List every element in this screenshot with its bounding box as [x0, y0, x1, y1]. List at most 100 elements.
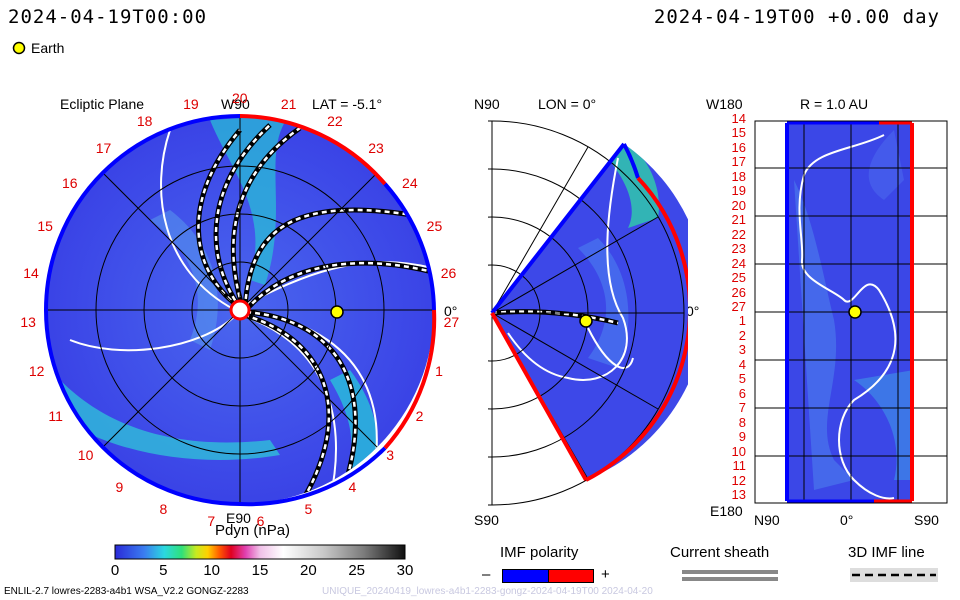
- meridional-top-left: N90: [474, 96, 500, 112]
- colorbar-tick-label: 10: [203, 562, 220, 579]
- carrington-tick-label: 5: [304, 501, 313, 518]
- colorbar-tick-label: 30: [396, 562, 414, 579]
- colorbar-tick-label: 15: [251, 562, 269, 579]
- rmap-y-tick-label: 12: [731, 472, 746, 488]
- rmap-y-tick-label: 11: [732, 458, 747, 474]
- carrington-tick-label: 7: [207, 512, 216, 529]
- footer-right: UNIQUE_20240419_lowres-a4b1-2283-gongz-2…: [322, 586, 653, 597]
- rmap-y-tick-label: 15: [731, 125, 746, 141]
- meridional-lon-label: LON = 0°: [538, 96, 597, 112]
- carrington-tick-label: 10: [77, 447, 94, 464]
- meridional-plot: [488, 118, 688, 508]
- ecliptic-lat-label: LAT = -5.1°: [312, 96, 383, 112]
- rmap-y-tick-label: 25: [731, 270, 746, 286]
- left-timestamp: 2024-04-19T00:00: [8, 6, 208, 28]
- rmap-y-tick-label: 17: [731, 154, 746, 170]
- rmap-earth-marker: [848, 305, 862, 319]
- rmap-y-tick-label: 5: [738, 371, 746, 387]
- colorbar-tick-label: 0: [110, 562, 120, 579]
- earth-marker-icon: [12, 41, 26, 55]
- carrington-tick-label: 12: [28, 362, 45, 379]
- imf-polarity-title: IMF polarity: [500, 544, 579, 561]
- rmap-top-left: W180: [706, 96, 743, 112]
- colorbar-tick-label: 5: [159, 562, 168, 579]
- rmap-r-label: R = 1.0 AU: [800, 96, 869, 112]
- rmap-y-tick-label: 27: [731, 299, 746, 314]
- meridional-right-label: 0°: [686, 303, 700, 319]
- carrington-tick-label: 18: [136, 112, 153, 129]
- rmap-x-left: N90: [754, 512, 780, 528]
- rmap-y-tick-label: 21: [731, 212, 746, 228]
- carrington-tick-label: 23: [368, 139, 384, 156]
- rmap-y-tick-label: 24: [731, 255, 746, 271]
- earth-legend-label: Earth: [31, 40, 65, 56]
- current-sheath-line-2: [682, 577, 778, 581]
- rmap-y-tick-label: 19: [731, 183, 746, 199]
- rmap-y-tick-label: 7: [738, 400, 746, 416]
- imf-line-title: 3D IMF line: [848, 544, 925, 561]
- carrington-tick-label: 4: [348, 479, 357, 496]
- rmap-y-tick-label: 4: [738, 356, 746, 372]
- colorbar-title: Pdyn (nPa): [215, 522, 291, 539]
- rmap-y-tick-label: 20: [731, 197, 746, 213]
- sun-marker: [229, 299, 251, 321]
- ecliptic-bottom-label: E90: [226, 510, 251, 526]
- rmap-y-tick-label: 1: [738, 313, 746, 329]
- colorbar-tick-label: 20: [299, 562, 317, 579]
- rmap-y-tick-label: 18: [731, 168, 746, 184]
- earth-legend: Earth: [12, 40, 64, 56]
- rmap-y-tick-label: 6: [738, 385, 746, 401]
- carrington-tick-label: 17: [95, 139, 112, 156]
- ecliptic-top-label: W90: [221, 96, 250, 112]
- carrington-tick-label: 1: [435, 362, 443, 379]
- earth-position-marker: [330, 305, 344, 319]
- colorbar-tick-label: 25: [348, 562, 365, 579]
- carrington-tick-label: 22: [327, 112, 343, 129]
- colorbar: [114, 544, 406, 560]
- rmap-y-tick-label: 9: [738, 429, 746, 445]
- rmap-y-tick-label: 23: [731, 241, 746, 257]
- carrington-tick-label: 24: [402, 175, 418, 192]
- ecliptic-title: Ecliptic Plane: [60, 96, 145, 112]
- rmap-y-tick-label: 10: [731, 443, 746, 459]
- carrington-tick-label: 25: [426, 218, 443, 235]
- current-sheath-line-1: [682, 570, 778, 574]
- ecliptic-right-label: 0°: [444, 303, 458, 319]
- carrington-tick-label: 2: [415, 408, 424, 424]
- meridional-earth-marker: [579, 314, 593, 328]
- rmap-y-tick-label: 8: [738, 414, 746, 430]
- current-sheath-title: Current sheath: [670, 544, 770, 561]
- rmap-x-mid: 0°: [840, 512, 854, 528]
- carrington-tick-label: 27: [443, 314, 460, 331]
- carrington-tick-label: 20: [232, 90, 248, 106]
- imf-positive-swatch: [548, 569, 594, 583]
- carrington-tick-label: 19: [183, 95, 199, 112]
- rmap-y-tick-label: 14: [731, 111, 746, 126]
- carrington-tick-label: 8: [159, 501, 168, 518]
- rmap-y-tick-label: 22: [731, 226, 746, 242]
- carrington-tick-label: 15: [37, 218, 53, 235]
- meridional-bottom-left: S90: [474, 512, 499, 528]
- imf-plus-label: +: [601, 566, 610, 583]
- carrington-tick-label: 11: [48, 408, 63, 424]
- carrington-tick-label: 14: [23, 265, 39, 282]
- ecliptic-plot: [44, 114, 437, 507]
- imf-negative-swatch: [502, 569, 550, 583]
- rmap-y-tick-label: 16: [731, 139, 746, 155]
- carrington-tick-label: 9: [115, 479, 124, 496]
- carrington-tick-label: 21: [280, 95, 297, 112]
- rmap-bottom-left: E180: [710, 503, 743, 519]
- rmap-y-tick-label: 3: [738, 342, 746, 358]
- rmap-y-tick-label: 13: [731, 487, 746, 502]
- rmap-x-right: S90: [914, 512, 939, 528]
- rmap-y-tick-label: 2: [738, 327, 746, 343]
- rmap-plot: [754, 120, 948, 504]
- carrington-tick-label: 6: [256, 512, 265, 529]
- imf-line-sample: [850, 568, 938, 582]
- right-timestamp: 2024-04-19T00 +0.00 day: [653, 6, 940, 28]
- carrington-tick-label: 13: [20, 314, 36, 331]
- carrington-tick-label: 16: [61, 175, 78, 192]
- imf-minus-label: –: [482, 566, 491, 583]
- carrington-tick-label: 26: [440, 265, 457, 282]
- footer-left: ENLIL-2.7 lowres-2283-a4b1 WSA_V2.2 GONG…: [4, 586, 249, 597]
